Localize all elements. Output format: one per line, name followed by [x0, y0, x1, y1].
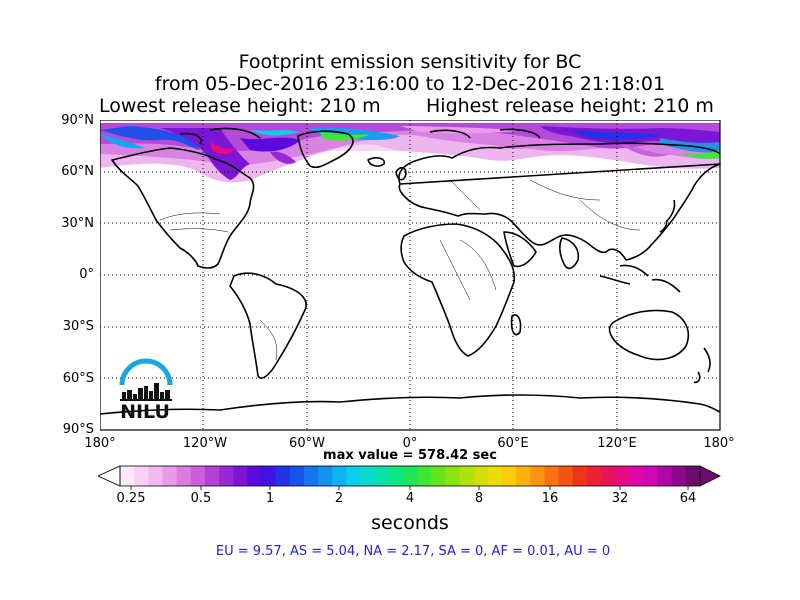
nilu-logo: NILU	[119, 358, 173, 423]
colorbar-cell	[289, 466, 305, 486]
lon-label-60e: 60°E	[497, 436, 529, 451]
colorbar-cell	[657, 466, 673, 486]
colorbar-cell	[544, 466, 560, 486]
lon-label-0: 0°	[402, 436, 418, 451]
graticule	[100, 120, 720, 430]
colorbar-label-2: 2	[334, 491, 344, 506]
colorbar-label-64: 64	[679, 491, 697, 506]
colorbar-cell	[501, 466, 517, 486]
colorbar-cell	[600, 466, 616, 486]
colorbar-cell	[134, 466, 149, 486]
colorbar-cell	[586, 466, 602, 486]
colorbar-cells	[120, 466, 701, 486]
colorbar-cell	[487, 466, 503, 486]
colorbar-cell	[530, 466, 545, 486]
lat-label-60n: 60°N	[61, 164, 94, 179]
colorbar-label-16: 16	[541, 491, 559, 506]
colorbar-cell	[417, 466, 432, 486]
country-borders	[159, 179, 641, 361]
logo-skyline	[120, 383, 172, 401]
colorbar-cell	[572, 466, 588, 486]
colorbar-cell	[332, 466, 347, 486]
coastlines	[100, 127, 721, 415]
colorbar-extend-high	[699, 465, 721, 487]
colorbar-cell	[459, 466, 475, 486]
world-map: NILU	[100, 120, 721, 431]
colorbar-cell	[473, 466, 489, 486]
plot-subtitle-period: from 05-Dec-2016 23:16:00 to 12-Dec-2016…	[154, 73, 666, 95]
logo-arc	[119, 358, 173, 386]
colorbar-cell	[615, 466, 630, 486]
colorbar-cell	[318, 466, 333, 486]
colorbar-cell	[388, 466, 404, 486]
highest-release-height: Highest release height: 210 m	[426, 95, 714, 117]
lat-label-90n: 90°N	[61, 113, 94, 128]
colorbar-cell	[671, 466, 687, 486]
max-value-label: max value = 578.42 sec	[323, 448, 497, 463]
lon-label-180e: 180°	[703, 436, 735, 451]
colorbar-cell	[176, 466, 192, 486]
colorbar-cell	[204, 466, 220, 486]
colorbar-label-0.5: 0.5	[190, 491, 212, 506]
colorbar-cell	[162, 466, 178, 486]
colorbar-cell	[346, 466, 361, 486]
colorbar-cell	[558, 466, 574, 486]
logo-text: NILU	[120, 401, 170, 423]
colorbar-cell	[190, 466, 206, 486]
lon-label-120e: 120°E	[597, 436, 637, 451]
lon-label-180w: 180°	[84, 436, 116, 451]
colorbar-cell	[445, 466, 461, 486]
colorbar-extend-low	[98, 465, 121, 487]
colorbar-cell	[247, 466, 262, 486]
lat-label-60s: 60°S	[62, 371, 94, 386]
plot-title: Footprint emission sensitivity for BC	[238, 51, 582, 73]
lowest-release-height: Lowest release height: 210 m	[99, 95, 381, 117]
colorbar-label-4: 4	[405, 491, 415, 506]
colorbar-units: seconds	[371, 512, 449, 534]
lon-label-60w: 60°W	[289, 436, 325, 451]
colorbar	[98, 465, 721, 490]
colorbar-cell	[516, 466, 531, 486]
colorbar-cell	[148, 466, 163, 486]
colorbar-cell	[219, 466, 234, 486]
lat-label-90s: 90°S	[62, 422, 94, 437]
colorbar-cell	[629, 466, 644, 486]
colorbar-label-32: 32	[611, 491, 629, 506]
colorbar-cell	[303, 466, 319, 486]
colorbar-label-8: 8	[474, 491, 484, 506]
colorbar-cell	[275, 466, 291, 486]
colorbar-ticks	[130, 486, 689, 490]
colorbar-cell	[120, 466, 135, 486]
colorbar-cell	[643, 466, 659, 486]
colorbar-cell	[261, 466, 277, 486]
lon-label-120w: 120°W	[182, 436, 228, 451]
colorbar-cell	[431, 466, 446, 486]
colorbar-cell	[402, 466, 418, 486]
colorbar-label-1: 1	[265, 491, 275, 506]
lat-label-30s: 30°S	[62, 319, 94, 334]
colorbar-label-0.25: 0.25	[116, 491, 146, 506]
lat-label-0: 0°	[79, 267, 94, 282]
regional-stats: EU = 9.57, AS = 5.04, NA = 2.17, SA = 0,…	[215, 544, 611, 559]
lat-label-30n: 30°N	[61, 216, 94, 231]
map-frame	[100, 120, 721, 431]
colorbar-cell	[374, 466, 390, 486]
colorbar-cell	[233, 466, 248, 486]
colorbar-cell	[360, 466, 376, 486]
colorbar-cell	[685, 466, 701, 486]
